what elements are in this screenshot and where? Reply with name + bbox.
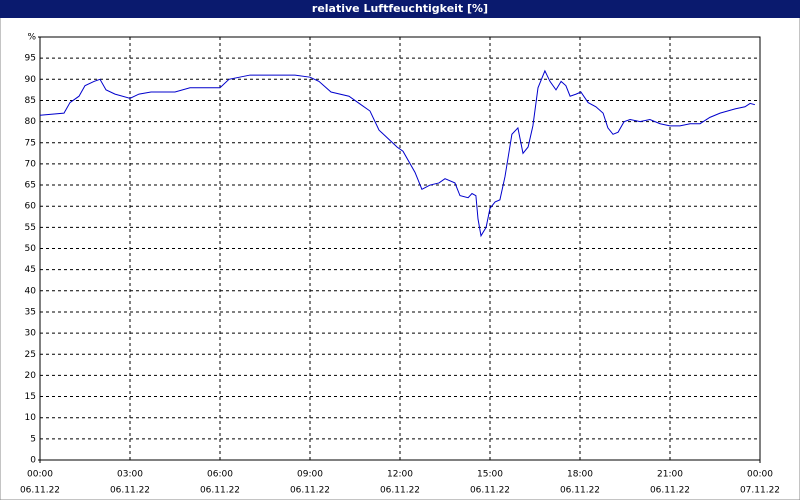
y-tick-label: 10 <box>25 413 37 423</box>
y-tick-label: 50 <box>25 244 37 254</box>
x-tick-label: 09:00 <box>297 470 323 480</box>
x-tick-date: 06.11.22 <box>650 486 690 496</box>
y-tick-label: 95 <box>25 54 36 64</box>
y-tick-label: % <box>27 33 36 43</box>
y-tick-label: 15 <box>25 392 36 402</box>
title-bar <box>0 0 800 18</box>
y-tick-label: 70 <box>25 159 37 169</box>
y-tick-label: 30 <box>25 329 37 339</box>
x-tick-label: 21:00 <box>657 470 683 480</box>
x-tick-label: 00:00 <box>747 470 773 480</box>
x-tick-date: 06.11.22 <box>20 486 60 496</box>
y-tick-label: 45 <box>25 265 36 275</box>
y-tick-label: 75 <box>25 138 36 148</box>
chart-title: relative Luftfeuchtigkeit [%] <box>312 2 488 15</box>
y-tick-label: 40 <box>25 286 37 296</box>
x-tick-label: 00:00 <box>27 470 53 480</box>
y-tick-label: 55 <box>25 223 36 233</box>
x-tick-date: 06.11.22 <box>380 486 420 496</box>
y-tick-label: 60 <box>25 202 37 212</box>
y-tick-label: 90 <box>25 75 37 85</box>
x-tick-date: 07.11.22 <box>740 486 780 496</box>
y-tick-label: 80 <box>25 117 37 127</box>
y-tick-label: 5 <box>30 434 36 444</box>
y-tick-label: 0 <box>30 456 36 466</box>
x-tick-label: 15:00 <box>477 470 503 480</box>
y-tick-label: 85 <box>25 96 36 106</box>
x-tick-label: 12:00 <box>387 470 413 480</box>
x-tick-date: 06.11.22 <box>110 486 150 496</box>
x-tick-label: 18:00 <box>567 470 593 480</box>
x-tick-label: 06:00 <box>207 470 233 480</box>
y-tick-label: 65 <box>25 181 36 191</box>
x-tick-date: 06.11.22 <box>200 486 240 496</box>
x-tick-date: 06.11.22 <box>560 486 600 496</box>
x-tick-date: 06.11.22 <box>290 486 330 496</box>
y-tick-label: 20 <box>25 371 37 381</box>
line <box>39 69 756 238</box>
x-tick-label: 03:00 <box>117 470 143 480</box>
y-tick-label: 25 <box>25 350 36 360</box>
y-tick-label: 35 <box>25 307 36 317</box>
x-tick-date: 06.11.22 <box>470 486 510 496</box>
